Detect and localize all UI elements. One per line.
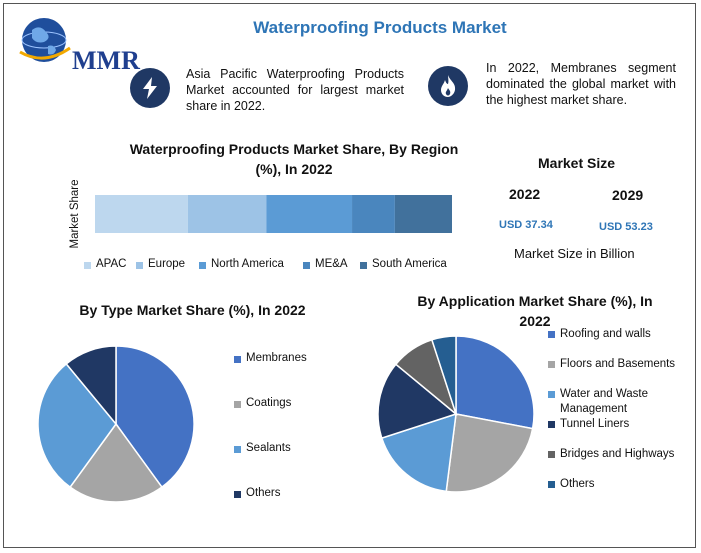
type-slice-sealants bbox=[37, 362, 117, 489]
legend-swatch bbox=[234, 356, 241, 363]
legend-label: APAC bbox=[96, 258, 127, 270]
fact-membranes: In 2022, Membranes segment dominated the… bbox=[486, 61, 676, 107]
legend-swatch bbox=[234, 401, 241, 408]
application-slice-water-and-waste-management bbox=[380, 412, 457, 493]
legend-label: North America bbox=[211, 258, 284, 270]
legend-label: Floors and Basements bbox=[560, 358, 676, 370]
legend-swatch bbox=[199, 262, 206, 269]
legend-label: Water and Waste Management bbox=[560, 388, 648, 415]
type-legend-membranes: Membranes bbox=[234, 352, 307, 364]
page-title: Waterproofing Products Market bbox=[253, 18, 507, 37]
legend-swatch bbox=[234, 446, 241, 453]
legend-swatch bbox=[360, 262, 367, 269]
region-chart-title: Waterproofing Products Market Share, By … bbox=[129, 141, 459, 177]
application-pie-chart bbox=[377, 335, 535, 493]
lightning-icon bbox=[130, 68, 170, 108]
type-legend-sealants: Sealants bbox=[234, 442, 291, 454]
application-legend-water-and-waste-management: Water and Waste Management bbox=[548, 387, 688, 417]
market-size-title: Market Size bbox=[538, 155, 616, 171]
flame-icon bbox=[428, 66, 468, 106]
application-legend-bridges-and-highways: Bridges and Highways bbox=[548, 447, 688, 462]
type-slice-others bbox=[65, 345, 117, 427]
legend-swatch bbox=[548, 451, 555, 458]
legend-label: South America bbox=[372, 258, 447, 270]
legend-label: Europe bbox=[148, 258, 186, 270]
market-size-year-2022: 2022 bbox=[509, 186, 541, 202]
region-legend-north-america: North America bbox=[199, 258, 284, 270]
legend-swatch bbox=[136, 262, 143, 269]
market-size-value-2029: USD 53.23 bbox=[599, 221, 653, 233]
type-slice-membranes bbox=[115, 345, 195, 489]
legend-swatch bbox=[548, 391, 555, 398]
region-bar-europe bbox=[187, 195, 267, 233]
type-chart-title: By Type Market Share (%), In 2022 bbox=[79, 302, 306, 318]
legend-label: Others bbox=[560, 478, 595, 490]
application-chart-title: By Application Market Share (%), In 2022 bbox=[417, 293, 653, 329]
fact-apac: Asia Pacific Waterproofing Products Mark… bbox=[186, 67, 404, 113]
region-bar-north-america bbox=[266, 195, 353, 233]
legend-label: Bridges and Highways bbox=[560, 448, 675, 460]
region-bar-apac bbox=[95, 195, 188, 233]
legend-label: Others bbox=[246, 487, 281, 499]
type-legend-others: Others bbox=[234, 487, 281, 499]
application-legend-floors-and-basements: Floors and Basements bbox=[548, 357, 688, 372]
region-axis-label: Market Share bbox=[69, 179, 81, 248]
globe-icon bbox=[19, 18, 71, 62]
application-legend-others: Others bbox=[548, 477, 688, 492]
legend-label: Coatings bbox=[246, 397, 292, 409]
logo-text: MMR bbox=[72, 46, 140, 75]
legend-label: ME&A bbox=[315, 258, 348, 270]
legend-label: Membranes bbox=[246, 352, 307, 364]
legend-swatch bbox=[234, 491, 241, 498]
legend-swatch bbox=[303, 262, 310, 269]
legend-swatch bbox=[548, 331, 555, 338]
legend-swatch bbox=[548, 421, 555, 428]
application-slice-floors-and-basements bbox=[445, 413, 534, 493]
region-legend-south-america: South America bbox=[360, 258, 447, 270]
legend-swatch bbox=[548, 361, 555, 368]
application-slice-others bbox=[430, 335, 457, 415]
application-legend-roofing-and-walls: Roofing and walls bbox=[548, 327, 688, 342]
legend-label: Tunnel Liners bbox=[560, 418, 630, 430]
region-bar-me-a bbox=[352, 195, 395, 233]
region-chart: Market Share bbox=[69, 179, 452, 249]
region-legend-me-a: ME&A bbox=[303, 258, 348, 270]
region-legend-europe: Europe bbox=[136, 258, 185, 270]
application-slice-tunnel-liners bbox=[377, 363, 458, 440]
type-slice-coatings bbox=[69, 422, 163, 503]
application-legend-tunnel-liners: Tunnel Liners bbox=[548, 417, 688, 432]
legend-label: Sealants bbox=[246, 442, 291, 454]
legend-swatch bbox=[84, 262, 91, 269]
legend-swatch bbox=[548, 481, 555, 488]
mmr-logo: MMR bbox=[12, 12, 152, 75]
region-legend-apac: APAC bbox=[84, 258, 126, 270]
application-slice-roofing-and-walls bbox=[455, 335, 535, 430]
market-size-value-2022: USD 37.34 bbox=[499, 219, 553, 231]
region-bar-south-america bbox=[394, 195, 452, 233]
type-legend-coatings: Coatings bbox=[234, 397, 291, 409]
market-size-unit-note: Market Size in Billion bbox=[514, 246, 635, 261]
market-size-year-2029: 2029 bbox=[612, 187, 644, 203]
legend-label: Roofing and walls bbox=[560, 328, 651, 340]
type-pie-chart bbox=[37, 345, 195, 503]
